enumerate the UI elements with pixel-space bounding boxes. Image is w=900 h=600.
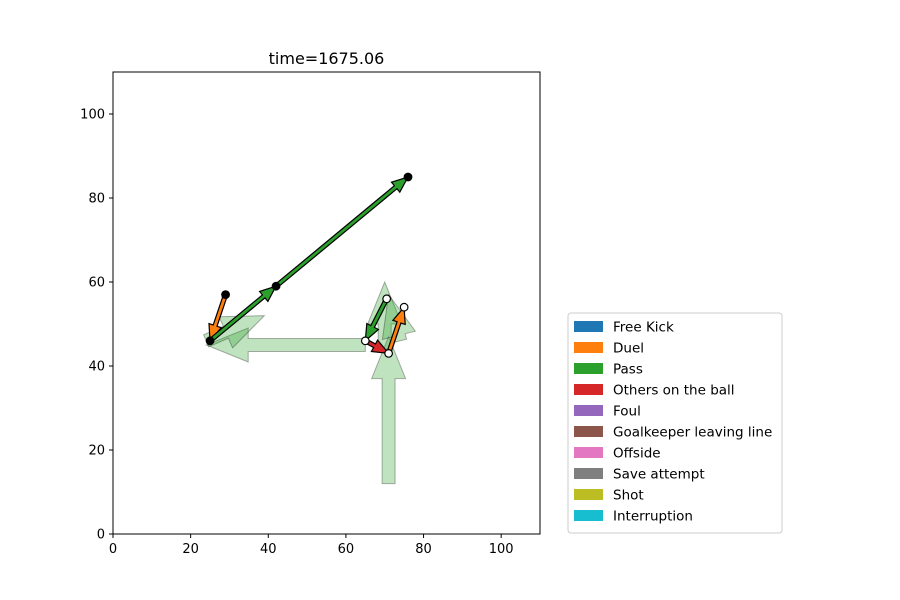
- legend-swatch: [574, 321, 603, 332]
- legend-swatch: [574, 342, 603, 353]
- legend-label: Offside: [613, 446, 661, 462]
- axes-background: [113, 72, 540, 534]
- event-arrow: [207, 285, 278, 344]
- faded-event-arrow: [204, 327, 366, 363]
- event-arrow: [385, 305, 406, 355]
- legend-label: Foul: [613, 404, 641, 420]
- y-tick-label: 100: [80, 108, 105, 123]
- event-marker: [382, 294, 392, 304]
- x-tick-label: 60: [338, 542, 355, 557]
- y-tick-label: 60: [88, 276, 105, 291]
- legend-swatch: [574, 468, 603, 479]
- y-tick-label: 0: [97, 528, 105, 543]
- axes-frame: [112, 71, 541, 535]
- legend-swatch: [574, 510, 603, 521]
- legend-frame: [567, 312, 783, 534]
- legend-label: Free Kick: [613, 320, 674, 336]
- legend-label: Save attempt: [613, 467, 705, 483]
- x-tick-label: 100: [489, 542, 514, 557]
- plot-area: 0 20 40 60 80 100 0 20 40 60 80 100: [80, 71, 541, 557]
- legend-swatch: [574, 363, 603, 374]
- y-tick-label: 40: [88, 360, 105, 375]
- legend-label: Duel: [613, 341, 644, 357]
- x-tick-label: 0: [109, 542, 117, 557]
- event-marker: [271, 281, 281, 291]
- legend-label: Others on the ball: [613, 383, 735, 399]
- faded-event-arrow: [370, 335, 407, 485]
- legend-label: Shot: [613, 488, 644, 504]
- x-tick-label: 20: [182, 542, 199, 557]
- event-marker: [384, 349, 394, 358]
- legend-label: Pass: [613, 362, 643, 378]
- legend-swatch: [574, 426, 603, 437]
- event-arrow: [364, 297, 390, 343]
- event-arrow: [273, 175, 410, 289]
- event-marker: [399, 302, 409, 312]
- chart-title: time=1675.06: [269, 49, 385, 68]
- x-tick-label: 40: [260, 542, 277, 557]
- event-marker: [403, 172, 413, 182]
- y-tick-label: 80: [88, 192, 105, 207]
- legend-swatch: [574, 447, 603, 458]
- event-marker: [360, 336, 370, 346]
- legend-label: Goalkeeper leaving line: [613, 425, 772, 441]
- legend: Free Kick Duel Pass Others on the ball Foul G…: [567, 312, 783, 534]
- event-marker: [205, 336, 215, 346]
- y-tick-label: 20: [88, 444, 105, 459]
- x-tick-label: 80: [415, 542, 432, 557]
- legend-swatch: [574, 489, 603, 500]
- legend-swatch: [574, 384, 603, 395]
- event-marker: [221, 290, 230, 300]
- legend-label: Interruption: [613, 509, 693, 525]
- legend-swatch: [574, 405, 603, 416]
